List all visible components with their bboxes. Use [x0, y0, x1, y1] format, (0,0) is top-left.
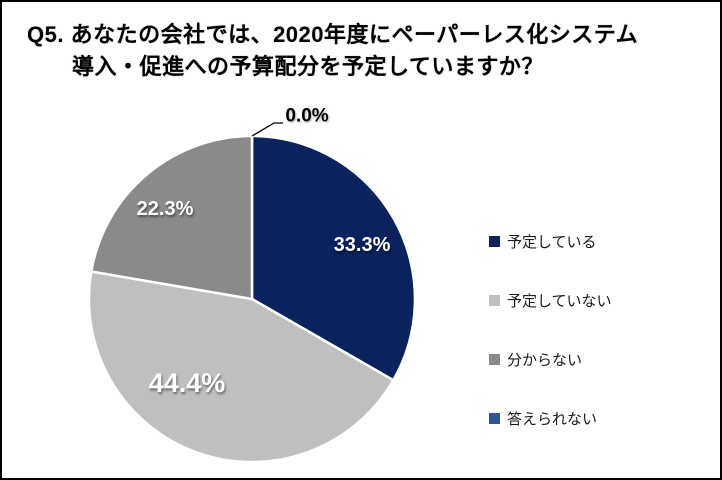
- pie-slice-1: [87, 270, 395, 464]
- question-title-line1: Q5. あなたの会社では、2020年度にペーパーレス化システム: [27, 22, 639, 47]
- legend-item-wakaranai: 分からない: [489, 349, 612, 370]
- legend-swatch-icon: [489, 295, 500, 306]
- label-leader-line: [251, 122, 283, 137]
- legend-label: 答えられない: [507, 411, 598, 428]
- legend-swatch-icon: [489, 236, 500, 247]
- legend-item-yotei-shiteinai: 予定していない: [489, 290, 612, 311]
- pie-slice-0: [250, 134, 417, 382]
- data-label-2: 22.3%: [137, 198, 194, 220]
- data-label-3: 0.0%: [285, 106, 328, 127]
- question-title-line2: 導入・促進への予算配分を予定していますか？: [72, 54, 544, 79]
- legend-label: 予定している: [507, 234, 597, 251]
- legend-item-kotaerarenai: 答えられない: [489, 408, 612, 429]
- legend: 予定している 予定していない 分からない 答えられない: [489, 231, 612, 429]
- legend-label: 予定していない: [507, 293, 612, 310]
- legend-swatch-icon: [489, 354, 500, 365]
- pie-slice-2: [90, 134, 254, 301]
- legend-swatch-icon: [489, 413, 500, 424]
- data-label-0: 33.3%: [334, 234, 391, 256]
- legend-label: 分からない: [507, 352, 583, 369]
- legend-item-yotei-shiteiru: 予定している: [489, 231, 612, 252]
- question-title: Q5. あなたの会社では、2020年度にペーパーレス化システム 導入・促進への予…: [27, 19, 638, 83]
- data-label-1: 44.4%: [149, 368, 226, 398]
